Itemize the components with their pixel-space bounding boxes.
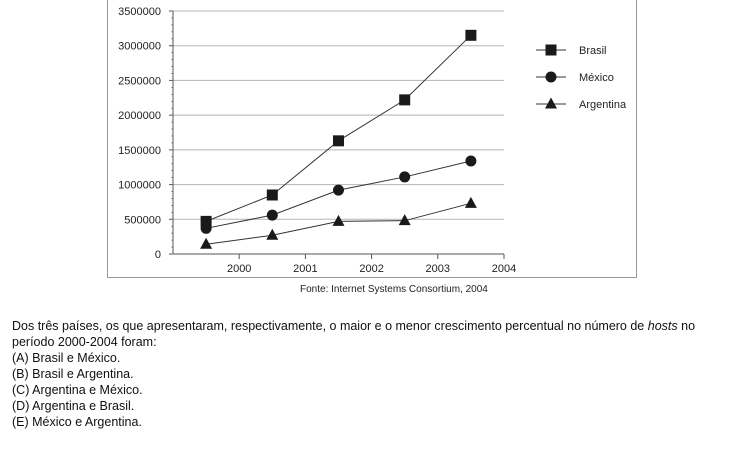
data-point-brasil xyxy=(465,29,477,41)
y-tick-label: 2000000 xyxy=(118,110,161,122)
data-point-argentina xyxy=(266,228,279,240)
data-point-mexico xyxy=(333,184,344,196)
legend-marker-brasil xyxy=(545,44,557,56)
x-tick-label: 2001 xyxy=(293,263,317,275)
data-point-brasil xyxy=(266,189,278,201)
data-point-mexico xyxy=(399,171,411,183)
legend-marker-argentina xyxy=(545,97,557,109)
chart-source: Fonte: Internet Systems Consortium, 2004 xyxy=(300,284,488,295)
question-block: Dos três países, os que apresentaram, re… xyxy=(12,318,737,430)
y-tick-label: 3000000 xyxy=(118,41,161,53)
question-stem-end: no período 2000-2004 foram: xyxy=(12,319,696,349)
question-stem-emphasis: hosts xyxy=(647,319,678,333)
x-tick-label: 2002 xyxy=(359,263,383,275)
y-tick-label: 2500000 xyxy=(118,75,161,87)
option-e[interactable]: (E) México e Argentina. xyxy=(12,415,142,429)
data-point-mexico xyxy=(465,155,477,167)
hosts-line-chart: 0 500000 1000000 1500000 2000000 2500000 30000… xyxy=(118,6,627,275)
chart-frame: 0 500000 1000000 1500000 2000000 2500000 30000… xyxy=(107,0,637,278)
legend-label-argentina: Argentina xyxy=(579,99,627,111)
y-tick-label: 3500000 xyxy=(118,6,161,18)
y-tick-label: 0 xyxy=(155,249,161,261)
data-point-brasil xyxy=(333,135,344,147)
option-d[interactable]: (D) Argentina e Brasil. xyxy=(12,399,135,413)
y-tick-label: 500000 xyxy=(124,214,161,226)
option-a[interactable]: (A) Brasil e México. xyxy=(12,351,121,365)
x-tick-label: 2000 xyxy=(227,263,251,275)
data-point-argentina xyxy=(332,214,345,226)
option-c[interactable]: (C) Argentina e México. xyxy=(12,383,143,397)
x-tick-label: 2004 xyxy=(492,263,516,275)
legend-label-brasil: Brasil xyxy=(579,45,607,57)
x-tick-label: 2003 xyxy=(426,263,450,275)
y-tick-label: 1500000 xyxy=(118,145,161,157)
question-stem-start: Dos três países, os que apresentaram, re… xyxy=(12,319,648,333)
data-point-brasil xyxy=(200,215,212,227)
legend-label-mexico: México xyxy=(579,72,614,84)
data-point-mexico xyxy=(200,222,212,234)
data-point-argentina xyxy=(398,214,411,226)
option-b[interactable]: (B) Brasil e Argentina. xyxy=(12,367,134,381)
legend-marker-mexico xyxy=(545,71,557,83)
y-tick-label: 1000000 xyxy=(118,180,161,192)
data-point-brasil xyxy=(399,94,411,106)
data-point-mexico xyxy=(266,209,278,221)
data-point-argentina xyxy=(464,196,477,208)
question-stem: Dos três países, os que apresentaram, re… xyxy=(12,318,737,350)
data-point-argentina xyxy=(200,237,213,249)
answer-options: (A) Brasil e México. (B) Brasil e Argent… xyxy=(12,350,737,430)
